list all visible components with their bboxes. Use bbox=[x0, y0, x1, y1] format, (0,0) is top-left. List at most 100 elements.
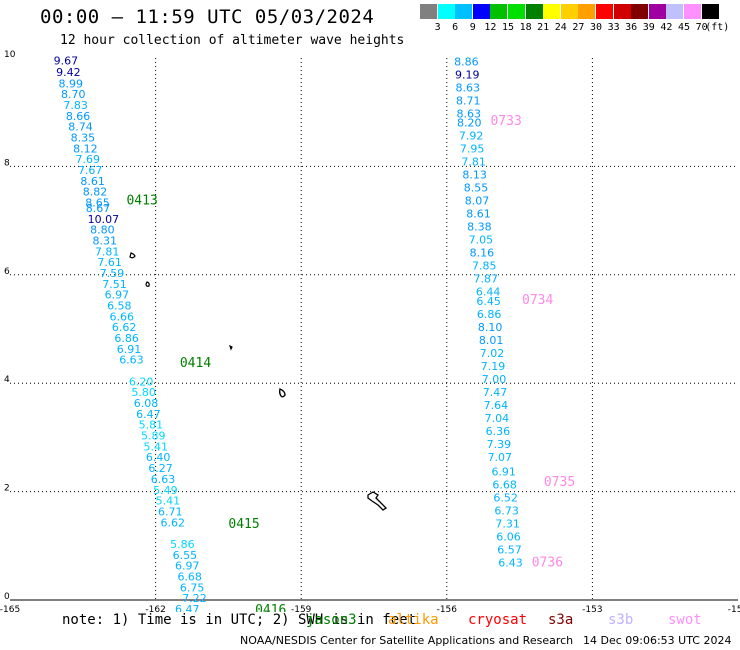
wave-height-value: 6.86 bbox=[114, 332, 139, 345]
wave-height-value: 6.27 bbox=[148, 462, 173, 475]
wave-height-value: 9.67 bbox=[54, 55, 79, 68]
wave-height-value: 5.86 bbox=[170, 538, 195, 551]
x-tick-label: -162 bbox=[145, 605, 165, 612]
wave-height-value: 6.86 bbox=[477, 308, 502, 321]
wave-height-value: 6.06 bbox=[496, 530, 520, 543]
wave-height-value: 6.40 bbox=[146, 451, 171, 464]
wave-height-value: 8.07 bbox=[465, 194, 490, 207]
y-tick-label: 8 bbox=[4, 158, 10, 168]
pass-label: 0736 bbox=[532, 555, 563, 570]
y-tick-label: 4 bbox=[4, 375, 10, 385]
wave-height-value: 8.80 bbox=[90, 224, 115, 237]
island-outline bbox=[367, 491, 388, 511]
wave-height-value: 8.13 bbox=[462, 168, 487, 181]
legend-swatch bbox=[560, 4, 578, 19]
wave-height-value: 8.99 bbox=[59, 77, 84, 90]
legend-label: 70 bbox=[695, 22, 708, 33]
pass-label: 0413 bbox=[126, 193, 157, 208]
wave-height-value: 6.75 bbox=[180, 581, 205, 594]
mission-s3a: s3a bbox=[548, 612, 574, 628]
legend-swatch bbox=[648, 4, 666, 19]
wave-height-value: 6.62 bbox=[112, 321, 137, 334]
legend-swatch bbox=[472, 4, 490, 19]
wave-height-value: 6.08 bbox=[134, 397, 159, 410]
legend-swatch bbox=[578, 4, 596, 19]
legend-swatch bbox=[666, 4, 684, 19]
wave-height-value: 6.45 bbox=[476, 295, 501, 308]
wave-height-value: 7.07 bbox=[488, 451, 513, 464]
legend-swatch bbox=[525, 4, 543, 19]
wave-height-value: 8.61 bbox=[80, 175, 105, 188]
wave-height-value: 7.81 bbox=[461, 155, 486, 168]
wave-height-value: 5.80 bbox=[131, 386, 156, 399]
legend-label: 45 bbox=[677, 22, 691, 33]
wave-height-value: 6.91 bbox=[491, 465, 516, 478]
wave-height-value: 7.04 bbox=[485, 412, 510, 425]
island-outline bbox=[129, 252, 136, 259]
legend-label: 3 bbox=[434, 22, 441, 33]
wave-height-value: 8.82 bbox=[83, 186, 108, 199]
y-tick-label: 2 bbox=[4, 484, 10, 494]
wave-height-value: 7.87 bbox=[473, 272, 498, 285]
wave-height-value: 9.42 bbox=[56, 66, 81, 79]
pass-label: 0414 bbox=[180, 356, 211, 371]
mission-swot: swot bbox=[668, 612, 702, 628]
wave-height-value: 6.63 bbox=[151, 473, 176, 486]
legend-swatch bbox=[684, 4, 701, 19]
legend-unit: (ft) bbox=[705, 22, 730, 33]
wave-height-value: 9.19 bbox=[455, 69, 480, 82]
wave-height-value: 5.49 bbox=[153, 484, 178, 497]
wave-height-value: 8.70 bbox=[61, 88, 86, 101]
note-row: note: 1) Time is in UTC; 2) SWH is in fe… bbox=[0, 612, 740, 630]
pass-label: 0416 bbox=[255, 603, 286, 612]
wave-height-value: 6.44 bbox=[476, 285, 501, 298]
wave-height-value: 7.83 bbox=[63, 99, 88, 112]
track-0734: 7.857.876.446.456.868.108.017.027.197.00… bbox=[472, 259, 553, 464]
altimeter-tracks: 9.679.428.998.707.838.668.748.358.127.69… bbox=[54, 55, 575, 612]
wave-height-value: 6.20 bbox=[129, 375, 154, 388]
wave-height-value: 8.67 bbox=[86, 202, 111, 215]
map-axes: -165 -162 -159 -156 -153 -150 0 2 4 6 8 10 bbox=[0, 50, 740, 612]
wave-height-value: 5.41 bbox=[143, 440, 168, 453]
footer-credit: NOAA/NESDIS Center for Satellite Applica… bbox=[240, 634, 574, 647]
mission-cryosat: cryosat bbox=[468, 612, 528, 628]
wave-height-value: 8.55 bbox=[464, 181, 489, 194]
track-0733: 8.869.198.638.718.638.207.927.957.818.13… bbox=[454, 56, 522, 260]
pass-label: 0734 bbox=[522, 293, 553, 308]
island-outline bbox=[278, 388, 286, 398]
legend-swatch bbox=[490, 4, 508, 19]
y-tick-label: 6 bbox=[4, 267, 10, 277]
legend-swatch bbox=[701, 4, 719, 19]
wave-height-value: 6.63 bbox=[119, 354, 144, 367]
legend-label: 39 bbox=[642, 22, 655, 33]
pass-label: 0733 bbox=[490, 114, 521, 129]
wave-height-value: 8.74 bbox=[68, 121, 93, 134]
wave-height-value: 7.67 bbox=[78, 164, 103, 177]
wave-height-value: 7.39 bbox=[487, 438, 512, 451]
wave-height-value: 6.55 bbox=[173, 549, 198, 562]
wave-height-value: 8.10 bbox=[478, 321, 503, 334]
track-0735: 6.916.686.526.737.316.066.576.43 0735 bbox=[491, 465, 575, 569]
legend-label: 12 bbox=[484, 22, 497, 33]
y-tick-label: 0 bbox=[4, 592, 10, 602]
mission-jason3: jason3 bbox=[306, 612, 357, 628]
wave-height-value: 6.47 bbox=[175, 603, 200, 612]
legend-label: 15 bbox=[501, 22, 515, 33]
legend-label: 21 bbox=[537, 22, 550, 33]
x-tick-label: -156 bbox=[437, 605, 458, 612]
wave-height-value: 7.69 bbox=[76, 153, 101, 166]
mission-altika: altika bbox=[388, 612, 439, 628]
wave-height-value: 6.62 bbox=[160, 516, 185, 529]
wave-height-value: 8.16 bbox=[470, 246, 495, 259]
x-tick-label: -150 bbox=[728, 605, 740, 612]
wave-height-value: 8.31 bbox=[93, 234, 118, 247]
page-subtitle: 12 hour collection of altimeter wave hei… bbox=[60, 33, 405, 48]
track-0416: 0416 bbox=[255, 603, 286, 612]
legend-label: 9 bbox=[469, 22, 476, 33]
wave-height-value: 6.97 bbox=[105, 289, 130, 302]
track-0736: 0736 bbox=[532, 555, 563, 570]
legend-swatch bbox=[420, 4, 437, 19]
wave-height-value: 10.07 bbox=[88, 213, 120, 226]
page-title: 00:00 – 11:59 UTC 05/03/2024 bbox=[40, 6, 375, 28]
wave-height-value: 8.86 bbox=[454, 56, 479, 69]
